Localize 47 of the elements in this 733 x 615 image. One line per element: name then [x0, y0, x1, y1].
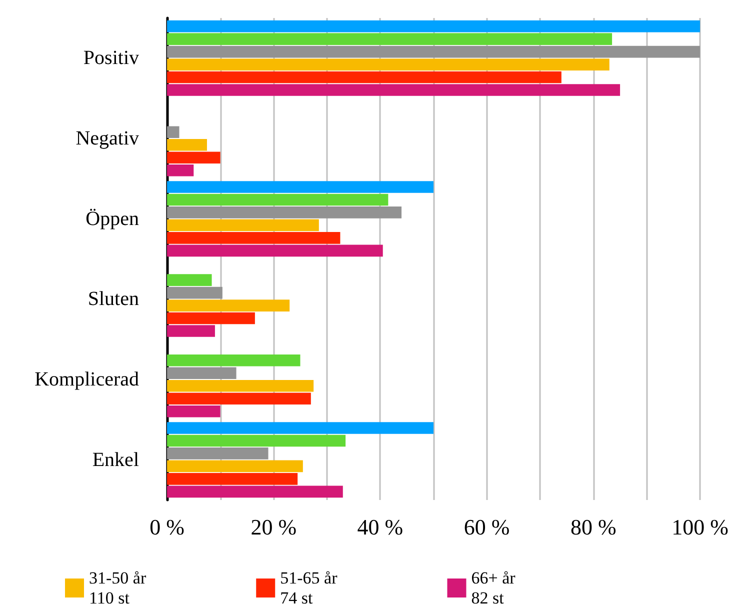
bar: [167, 434, 346, 447]
bar: [167, 286, 222, 299]
bar: [167, 46, 700, 58]
bar: [167, 460, 303, 472]
bar: [167, 194, 388, 206]
y-tick-label: Negativ: [76, 128, 139, 150]
bar: [167, 300, 290, 312]
x-tick-label: 40 %: [357, 514, 404, 540]
y-tick-label: Komplicerad: [34, 368, 139, 390]
bar: [167, 354, 300, 366]
bar: [167, 405, 220, 418]
bar: [167, 33, 612, 45]
bar: [167, 152, 220, 164]
y-tick-label: Enkel: [92, 448, 140, 471]
bar: [167, 473, 298, 485]
bar: [167, 244, 383, 257]
bar: [167, 380, 314, 392]
y-tick-label: Öppen: [86, 208, 139, 230]
bar: [167, 58, 610, 70]
y-tick-label: Positiv: [83, 47, 139, 70]
bar: [167, 20, 700, 32]
bar: [167, 219, 319, 232]
bar: [167, 232, 340, 244]
bar: [167, 71, 562, 84]
x-tick-label: 100 %: [672, 514, 728, 540]
x-tick-label: 0 %: [150, 514, 184, 540]
bar: [167, 274, 212, 286]
bar: [167, 84, 620, 96]
bar: [167, 206, 402, 218]
bar: [167, 448, 268, 460]
x-tick-label: 20 %: [250, 514, 297, 540]
x-tick-label: 80 %: [570, 514, 616, 540]
legend-label: 51-65 år 74 st: [280, 568, 338, 608]
y-tick-label: Sluten: [88, 288, 139, 310]
bar: [167, 422, 434, 434]
bar: [167, 181, 434, 193]
bar: [167, 312, 255, 324]
bar: [167, 138, 207, 151]
legend-label: 66+ år 82 st: [471, 568, 516, 608]
bar: [167, 486, 343, 498]
bar: [167, 392, 311, 405]
bar: [167, 126, 180, 138]
bar: [167, 325, 215, 337]
x-tick-label: 60 %: [464, 514, 510, 540]
bar: [167, 164, 194, 176]
bar: [167, 367, 236, 380]
legend-label: 31-50 år 110 st: [89, 568, 146, 608]
